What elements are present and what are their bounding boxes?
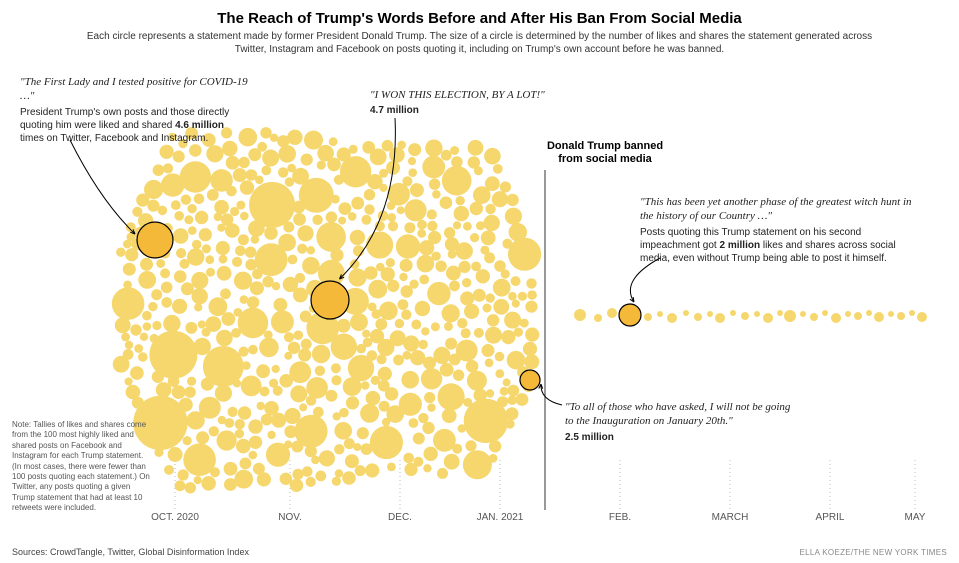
annotation-covid-quote: "The First Lady and I tested positive fo… <box>20 75 250 104</box>
annotation-bold: 2 million <box>720 240 761 251</box>
axis-month-label: MAY <box>885 512 945 523</box>
annotation-won-quote: "I WON THIS ELECTION, BY A LOT!" <box>370 88 560 102</box>
axis-month-label: APRIL <box>800 512 860 523</box>
chart-sources: Sources: CrowdTangle, Twitter, Global Di… <box>12 547 249 557</box>
annotation-witchhunt: "This has been yet another phase of the … <box>640 195 920 265</box>
annotation-won: "I WON THIS ELECTION, BY A LOT!" 4.7 mil… <box>370 88 560 117</box>
chart-title: The Reach of Trump's Words Before and Af… <box>0 10 959 27</box>
axis-month-label: OCT. 2020 <box>145 512 205 523</box>
axis-month-label: MARCH <box>700 512 760 523</box>
annotation-bold: 2.5 million <box>565 432 614 443</box>
chart-container: The Reach of Trump's Words Before and Af… <box>0 0 959 563</box>
axis-month-label: FEB. <box>590 512 650 523</box>
annotation-text: times on Twitter, Facebook and Instagram… <box>20 133 208 144</box>
annotation-witch-desc: Posts quoting this Trump statement on hi… <box>640 226 920 265</box>
axis-month-label: NOV. <box>260 512 320 523</box>
annotation-bold: 4.6 million <box>175 120 224 131</box>
annotation-covid-desc: President Trump's own posts and those di… <box>20 106 250 145</box>
annotation-inauguration: "To all of those who have asked, I will … <box>565 400 795 444</box>
annotation-inaug-quote: "To all of those who have asked, I will … <box>565 400 795 429</box>
annotation-won-value: 4.7 million <box>370 104 560 117</box>
annotation-witch-quote: "This has been yet another phase of the … <box>640 195 920 224</box>
annotation-covid: "The First Lady and I tested positive fo… <box>20 75 250 145</box>
chart-note: Note: Tallies of likes and shares come f… <box>12 420 152 514</box>
axis-month-label: JAN. 2021 <box>470 512 530 523</box>
axis-month-label: DEC. <box>370 512 430 523</box>
ban-label: Donald Trump banned from social media <box>540 140 670 166</box>
chart-subtitle: Each circle represents a statement made … <box>80 30 879 56</box>
annotation-bold: 4.7 million <box>370 105 419 116</box>
annotation-inaug-value: 2.5 million <box>565 431 795 444</box>
chart-credit: ELLA KOEZE/THE NEW YORK TIMES <box>799 548 947 557</box>
